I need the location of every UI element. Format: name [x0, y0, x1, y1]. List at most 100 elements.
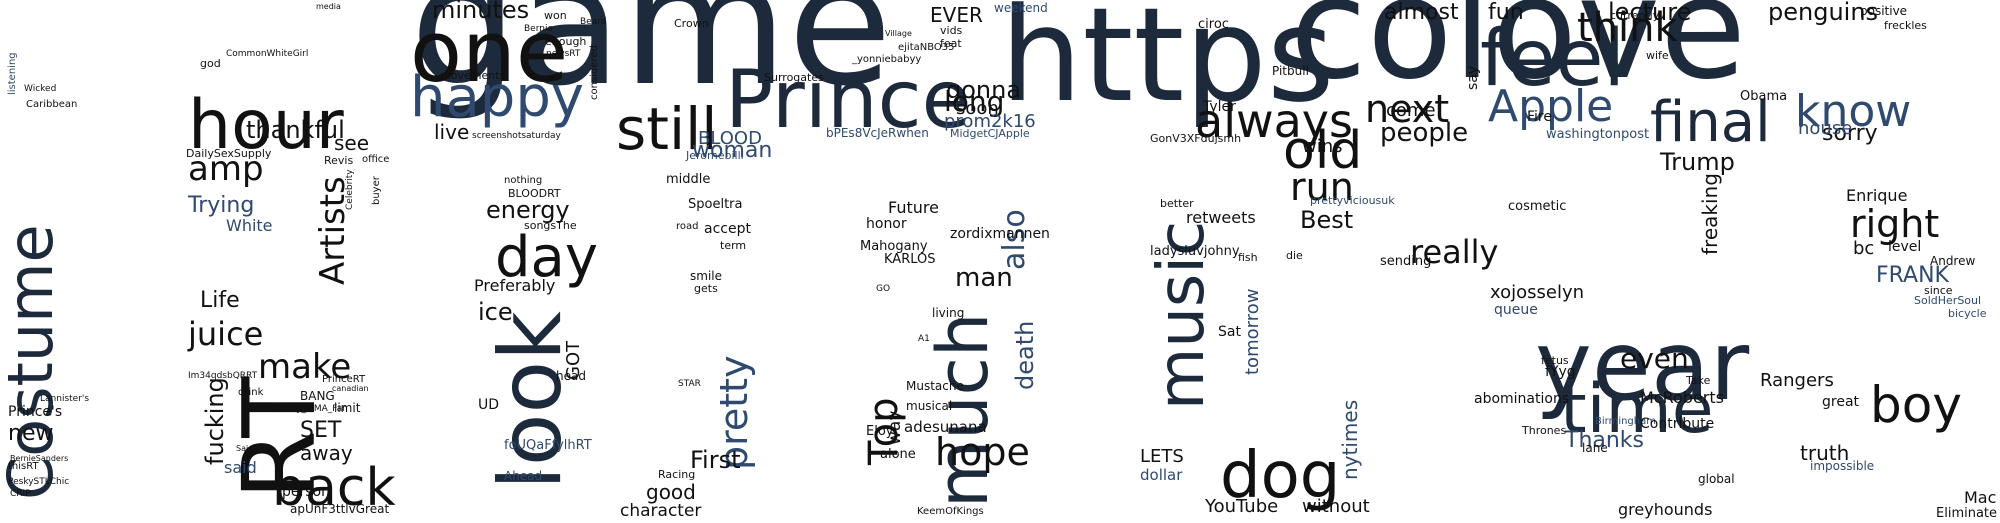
word: abominations [1474, 391, 1570, 407]
word: ejitaNBO35 [898, 42, 955, 53]
word: prettyviciousuk [1310, 194, 1395, 207]
word: SoldHerSoul [1914, 294, 1982, 307]
word: old [1283, 121, 1363, 181]
word: CommonWhiteGirl [226, 49, 309, 59]
word: said [224, 458, 257, 477]
word: global [1698, 472, 1735, 486]
word: alone [880, 447, 916, 462]
word: enough [545, 35, 587, 48]
word: office [362, 154, 390, 165]
word: honor [866, 216, 907, 232]
word: nytimes [1338, 399, 1362, 480]
word: fetus [1541, 354, 1569, 367]
word: canadian [332, 384, 369, 393]
word: ciroc [1198, 17, 1229, 32]
word: movements [440, 69, 506, 82]
word: ice [478, 298, 513, 326]
word: god [200, 57, 221, 70]
word: foUQaFfylhRT [504, 438, 592, 453]
word: new [8, 421, 54, 446]
word: GonV3XFdujsmh [1150, 132, 1242, 145]
word: Apple [1488, 81, 1614, 132]
word: impossible [1810, 459, 1875, 473]
word: KARLOS [884, 252, 936, 267]
word: Crazy_MMA_Fan [276, 404, 348, 414]
word: run [1290, 165, 1354, 209]
word: gets [694, 282, 718, 295]
word: Revis [324, 154, 354, 167]
word: Preferably [474, 276, 556, 295]
word: EVER [930, 3, 983, 27]
word: Eloy [866, 424, 894, 439]
word: level [1888, 239, 1922, 255]
word: say [1465, 65, 1481, 90]
word: Thrones [1522, 424, 1567, 437]
word: https [1000, 0, 1335, 131]
word: sending [1380, 254, 1432, 269]
word: zordixmannen [950, 226, 1050, 242]
word: road [676, 221, 699, 232]
word: feel [1480, 14, 1626, 104]
word: freaking [1698, 173, 1722, 255]
word: screenshotsaturday [472, 131, 561, 141]
word: term [720, 239, 747, 252]
word: also [997, 209, 1032, 270]
word: Birmingham [1595, 416, 1656, 427]
word: BANG [300, 389, 335, 403]
word: better [1160, 197, 1194, 210]
word: since [1924, 284, 1953, 297]
word: musical [906, 399, 953, 413]
word: Racing [658, 468, 696, 481]
word: one [410, 3, 569, 102]
word: media [316, 2, 341, 11]
word: bicycle [1948, 307, 1987, 320]
word: colove [1290, 0, 1747, 111]
word: cosmetic [1508, 199, 1567, 214]
word: truth [1800, 441, 1850, 465]
word: First [690, 446, 741, 474]
word: currently [1610, 9, 1660, 22]
word: feat [940, 37, 962, 50]
word: accept [704, 221, 751, 237]
word: GO [876, 284, 891, 294]
word: soon [956, 98, 999, 119]
word: A1 [918, 334, 930, 344]
word: fYyg [1545, 364, 1576, 380]
word: fish [1238, 251, 1258, 264]
word: SET [300, 418, 342, 443]
word: Caribbean [26, 99, 78, 110]
word: head [556, 369, 586, 383]
word: Ahead [504, 469, 543, 483]
word: Sat [1218, 324, 1241, 340]
word: BernieSanders [10, 454, 69, 463]
word: Lannister's [40, 394, 90, 404]
word: buyer [371, 176, 382, 205]
word: even [1620, 342, 1689, 375]
word: greyhounds [1618, 500, 1713, 519]
word: long [944, 85, 1005, 118]
word: Jeromebilll [686, 149, 744, 162]
word: boy [1870, 376, 1962, 434]
word: Village [885, 29, 912, 38]
word: almost [1384, 0, 1459, 25]
word: Rangers [1760, 370, 1834, 391]
word: live [434, 120, 470, 144]
word: drink [238, 387, 264, 398]
word: think [1577, 5, 1678, 51]
word: _yonniebabyy [852, 54, 922, 65]
word: man [955, 263, 1013, 293]
word: person [282, 484, 330, 500]
word: dog [1220, 439, 1341, 513]
word: make [258, 347, 352, 387]
word: wins [1302, 136, 1343, 157]
word: energy [486, 196, 570, 224]
word: Andrew [1930, 254, 1976, 268]
word: final [1650, 90, 1771, 155]
word: Mac [1964, 488, 1997, 507]
word: always [1195, 94, 1353, 148]
word: PrinceRT [322, 374, 366, 385]
word: considered [589, 45, 600, 100]
word: Trump [1660, 148, 1735, 176]
word: people [1380, 118, 1469, 148]
